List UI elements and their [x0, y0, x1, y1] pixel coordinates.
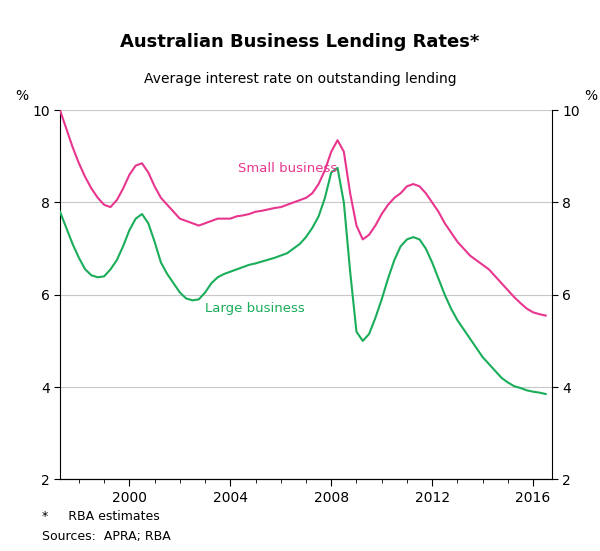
- Text: %: %: [584, 89, 597, 103]
- Text: Large business: Large business: [205, 302, 305, 315]
- Text: *     RBA estimates: * RBA estimates: [42, 510, 160, 523]
- Text: Average interest rate on outstanding lending: Average interest rate on outstanding len…: [143, 72, 457, 85]
- Text: Australian Business Lending Rates*: Australian Business Lending Rates*: [121, 33, 479, 51]
- Text: %: %: [15, 89, 28, 103]
- Text: Sources:  APRA; RBA: Sources: APRA; RBA: [42, 530, 171, 543]
- Text: Small business: Small business: [238, 162, 337, 175]
